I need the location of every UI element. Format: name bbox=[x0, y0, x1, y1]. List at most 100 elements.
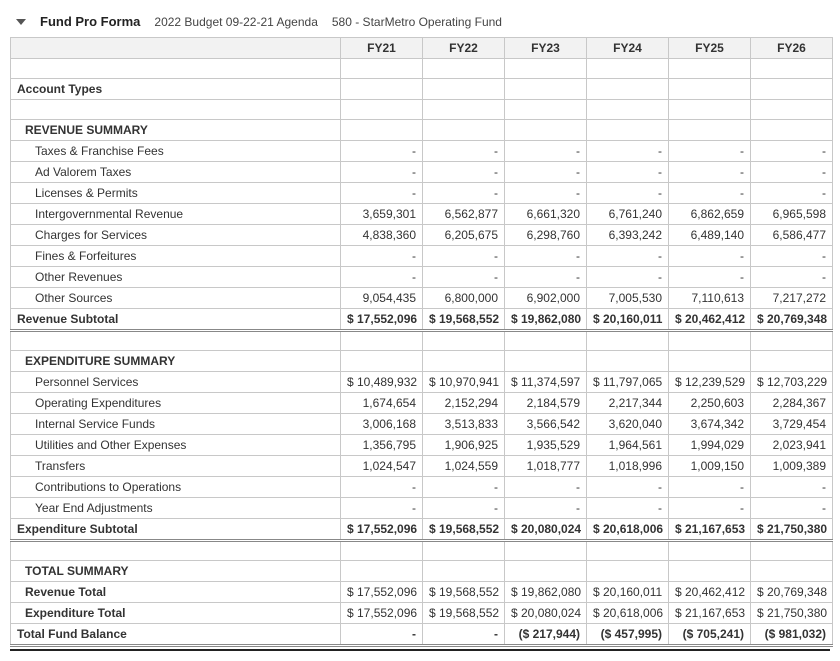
cell bbox=[669, 351, 751, 372]
cell: $ 20,462,412 bbox=[669, 582, 751, 603]
row-label: Taxes & Franchise Fees bbox=[11, 141, 341, 162]
cell: 6,661,320 bbox=[505, 204, 587, 225]
col-fy25: FY25 bbox=[669, 38, 751, 59]
cell: - bbox=[341, 624, 423, 646]
cell: $ 20,160,011 bbox=[587, 582, 669, 603]
row-label: Total Fund Balance bbox=[11, 624, 341, 646]
cell: 6,862,659 bbox=[669, 204, 751, 225]
cell: 6,761,240 bbox=[587, 204, 669, 225]
cell: $ 17,552,096 bbox=[341, 582, 423, 603]
row-label: Other Revenues bbox=[11, 267, 341, 288]
cell bbox=[587, 100, 669, 120]
table-row bbox=[11, 100, 833, 120]
row-label: EXPENDITURE SUMMARY bbox=[11, 351, 341, 372]
cell: 3,659,301 bbox=[341, 204, 423, 225]
col-fy21: FY21 bbox=[341, 38, 423, 59]
budget-name: 2022 Budget 09-22-21 Agenda bbox=[154, 15, 317, 29]
cell: - bbox=[751, 477, 833, 498]
cell: - bbox=[423, 246, 505, 267]
cell: 6,205,675 bbox=[423, 225, 505, 246]
cell: - bbox=[587, 267, 669, 288]
cell: - bbox=[423, 624, 505, 646]
row-label: Revenue Subtotal bbox=[11, 309, 341, 331]
cell bbox=[423, 120, 505, 141]
cell: - bbox=[341, 267, 423, 288]
cell: 6,489,140 bbox=[669, 225, 751, 246]
blank-header bbox=[11, 38, 341, 59]
cell: - bbox=[341, 183, 423, 204]
cell: 1,018,777 bbox=[505, 456, 587, 477]
cell: - bbox=[423, 477, 505, 498]
report-header: Fund Pro Forma 2022 Budget 09-22-21 Agen… bbox=[10, 10, 830, 37]
table-row: Total Fund Balance--($ 217,944)($ 457,99… bbox=[11, 624, 833, 646]
table-row: Year End Adjustments------ bbox=[11, 498, 833, 519]
cell: $ 12,239,529 bbox=[669, 372, 751, 393]
cell bbox=[587, 331, 669, 351]
cell bbox=[341, 100, 423, 120]
cell: ($ 981,032) bbox=[751, 624, 833, 646]
cell: $ 20,462,412 bbox=[669, 309, 751, 331]
cell: - bbox=[751, 183, 833, 204]
row-label: Transfers bbox=[11, 456, 341, 477]
cell: $ 19,862,080 bbox=[505, 309, 587, 331]
row-label: Other Sources bbox=[11, 288, 341, 309]
cell bbox=[751, 120, 833, 141]
cell: $ 12,703,229 bbox=[751, 372, 833, 393]
cell: 3,566,542 bbox=[505, 414, 587, 435]
table-row: Expenditure Total$ 17,552,096$ 19,568,55… bbox=[11, 603, 833, 624]
row-label: Expenditure Total bbox=[11, 603, 341, 624]
cell bbox=[669, 79, 751, 100]
cell bbox=[423, 79, 505, 100]
cell: 3,513,833 bbox=[423, 414, 505, 435]
cell bbox=[751, 331, 833, 351]
table-row: Expenditure Subtotal$ 17,552,096$ 19,568… bbox=[11, 519, 833, 541]
table-row: Licenses & Permits------ bbox=[11, 183, 833, 204]
cell: 2,284,367 bbox=[751, 393, 833, 414]
cell bbox=[505, 59, 587, 79]
cell: - bbox=[669, 141, 751, 162]
table-row: Contributions to Operations------ bbox=[11, 477, 833, 498]
cell: 2,152,294 bbox=[423, 393, 505, 414]
cell: 3,674,342 bbox=[669, 414, 751, 435]
row-label: Year End Adjustments bbox=[11, 498, 341, 519]
cell: - bbox=[669, 477, 751, 498]
cell: ($ 457,995) bbox=[587, 624, 669, 646]
table-row: Other Revenues------ bbox=[11, 267, 833, 288]
cell: - bbox=[423, 183, 505, 204]
cell: - bbox=[751, 246, 833, 267]
cell bbox=[423, 331, 505, 351]
row-label: TOTAL SUMMARY bbox=[11, 561, 341, 582]
cell: 1,018,996 bbox=[587, 456, 669, 477]
table-row: Personnel Services$ 10,489,932$ 10,970,9… bbox=[11, 372, 833, 393]
cell bbox=[423, 541, 505, 561]
caret-down-icon[interactable] bbox=[16, 19, 26, 25]
cell: - bbox=[505, 267, 587, 288]
cell: - bbox=[751, 498, 833, 519]
cell: $ 20,160,011 bbox=[587, 309, 669, 331]
cell: $ 10,489,932 bbox=[341, 372, 423, 393]
table-row: Intergovernmental Revenue3,659,3016,562,… bbox=[11, 204, 833, 225]
cell: 9,054,435 bbox=[341, 288, 423, 309]
cell: $ 21,750,380 bbox=[751, 519, 833, 541]
cell bbox=[341, 120, 423, 141]
col-fy22: FY22 bbox=[423, 38, 505, 59]
pro-forma-table: FY21 FY22 FY23 FY24 FY25 FY26 Account Ty… bbox=[10, 37, 833, 647]
cell: - bbox=[341, 498, 423, 519]
cell bbox=[669, 331, 751, 351]
cell: 6,586,477 bbox=[751, 225, 833, 246]
cell: - bbox=[669, 162, 751, 183]
cell: 2,023,941 bbox=[751, 435, 833, 456]
cell bbox=[341, 541, 423, 561]
cell bbox=[505, 331, 587, 351]
cell: 6,562,877 bbox=[423, 204, 505, 225]
cell: 4,838,360 bbox=[341, 225, 423, 246]
cell: 1,674,654 bbox=[341, 393, 423, 414]
cell: 1,009,150 bbox=[669, 456, 751, 477]
cell: $ 19,568,552 bbox=[423, 603, 505, 624]
col-fy24: FY24 bbox=[587, 38, 669, 59]
cell: $ 21,167,653 bbox=[669, 603, 751, 624]
cell: - bbox=[587, 477, 669, 498]
cell bbox=[587, 541, 669, 561]
cell bbox=[587, 79, 669, 100]
cell: - bbox=[505, 162, 587, 183]
